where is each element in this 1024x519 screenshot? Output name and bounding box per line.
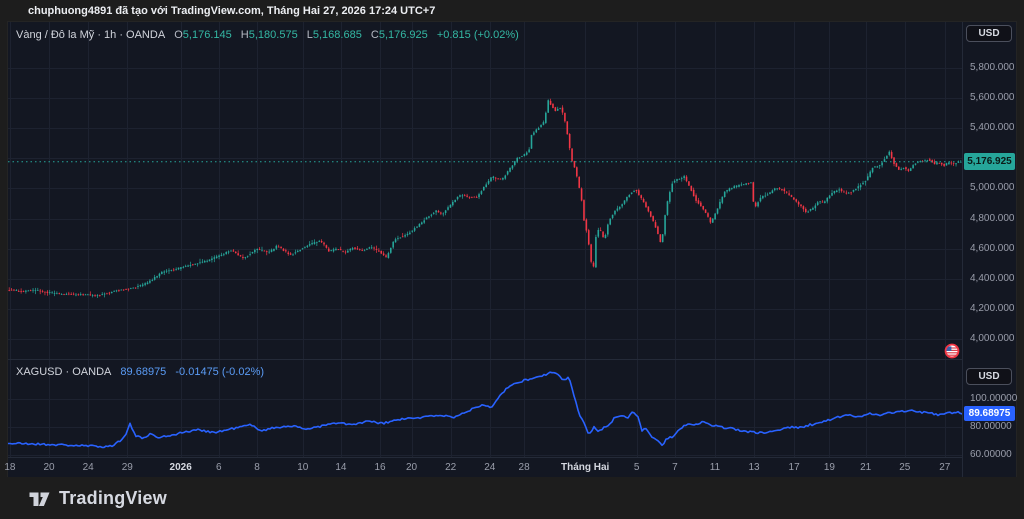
price-axis-label: 5,000.000 [970, 182, 1015, 194]
time-axis-label: 11 [709, 462, 721, 473]
open-label: O [174, 29, 183, 41]
time-axis-label: 17 [788, 462, 800, 473]
price-axis[interactable]: USD USD 5,800.0005,600.0005,400.0005,200… [962, 22, 1018, 477]
low-value: 5,168.685 [312, 29, 362, 41]
price-axis-label: 4,000.000 [970, 333, 1015, 344]
time-axis-label: 22 [445, 462, 457, 473]
chart-widget[interactable]: Vàng / Đô la Mỹ · 1h · OANDA O5,176.145 … [4, 22, 1018, 477]
time-axis-label: 29 [121, 462, 133, 473]
price-axis-label: 4,600.000 [970, 242, 1015, 254]
time-axis-label: 8 [254, 462, 260, 473]
footer-bar: TradingView [0, 477, 1024, 519]
price-axis-label: 5,400.000 [970, 122, 1015, 134]
silver-line-pane[interactable] [8, 360, 962, 457]
silver-change-value: -0.01475 (-0.02%) [175, 366, 265, 378]
silver-last-price-badge: 89.68975 [964, 406, 1015, 421]
low-label: L [306, 29, 313, 41]
silver-symbol-title[interactable]: XAGUSD · OANDA [16, 366, 112, 378]
gold-currency-button[interactable]: USD [966, 25, 1012, 42]
attribution-bar: chuphuong4891 đã tạo với TradingView.com… [0, 0, 1024, 22]
time-axis-label: 13 [748, 462, 760, 473]
close-value: 5,176.925 [378, 29, 428, 41]
time-axis-label: 16 [374, 462, 386, 473]
time-axis-label: 20 [405, 462, 418, 473]
open-value: 5,176.145 [182, 29, 232, 41]
price-axis-label: 5,800.000 [970, 62, 1015, 73]
time-axis-label: 7 [672, 462, 678, 473]
price-axis-label: 80.00000 [970, 421, 1012, 432]
time-axis-label: 24 [484, 462, 496, 473]
time-axis-label: 14 [335, 462, 347, 473]
price-axis-label: 5,600.000 [970, 92, 1015, 104]
time-axis-label: 24 [82, 462, 94, 473]
price-axis-label: 100.00000 [970, 393, 1018, 404]
economic-event-us-flag-icon[interactable] [944, 343, 960, 359]
silver-currency-button[interactable]: USD [966, 368, 1012, 385]
gold-candlestick-pane[interactable] [8, 22, 962, 359]
time-axis-label: 6 [216, 462, 222, 473]
close-label: C [370, 29, 379, 41]
time-axis[interactable]: 18 20 24 29 2026 6 8 10 14 16 20 22 24 28 Tháng Hai 5 7 1… [4, 457, 1016, 477]
tradingview-wordmark[interactable]: TradingView [59, 487, 167, 508]
gold-symbol-title[interactable]: Vàng / Đô la Mỹ · 1h · OANDA [16, 29, 166, 41]
time-axis-label: 5 [633, 462, 640, 473]
attribution-text: chuphuong4891 đã tạo với TradingView.com… [28, 5, 436, 17]
tradingview-logo-icon[interactable] [27, 486, 51, 510]
price-axis-label: 60.00000 [970, 449, 1012, 460]
silver-last-value: 89.68975 [120, 366, 167, 378]
time-axis-label: 18 [4, 462, 16, 473]
time-axis-label: 19 [823, 462, 835, 473]
high-label: H [240, 29, 249, 41]
silver-legend[interactable]: XAGUSD · OANDA 89.68975 -0.01475 (-0.02%… [16, 366, 264, 378]
time-axis-label: 2026 [169, 462, 192, 473]
gold-legend[interactable]: Vàng / Đô la Mỹ · 1h · OANDA O5,176.145 … [16, 29, 519, 41]
gold-last-price-badge: 5,176.925 [964, 153, 1015, 170]
time-axis-label: Tháng Hai [560, 462, 610, 473]
gold-change-value: +0.815 (+0.02%) [436, 29, 519, 41]
time-axis-label: 28 [518, 462, 530, 473]
time-axis-label: 21 [860, 462, 872, 473]
time-axis-label: 25 [899, 462, 911, 473]
time-axis-label: 27 [939, 462, 951, 473]
price-axis-label: 4,800.000 [970, 212, 1015, 224]
price-axis-label: 4,400.000 [970, 272, 1015, 284]
time-axis-label: 10 [297, 462, 309, 473]
price-axis-label: 4,200.000 [970, 302, 1015, 314]
high-value: 5,180.575 [248, 29, 298, 41]
time-axis-label: 20 [43, 462, 55, 473]
pane-divider[interactable] [8, 359, 1016, 360]
